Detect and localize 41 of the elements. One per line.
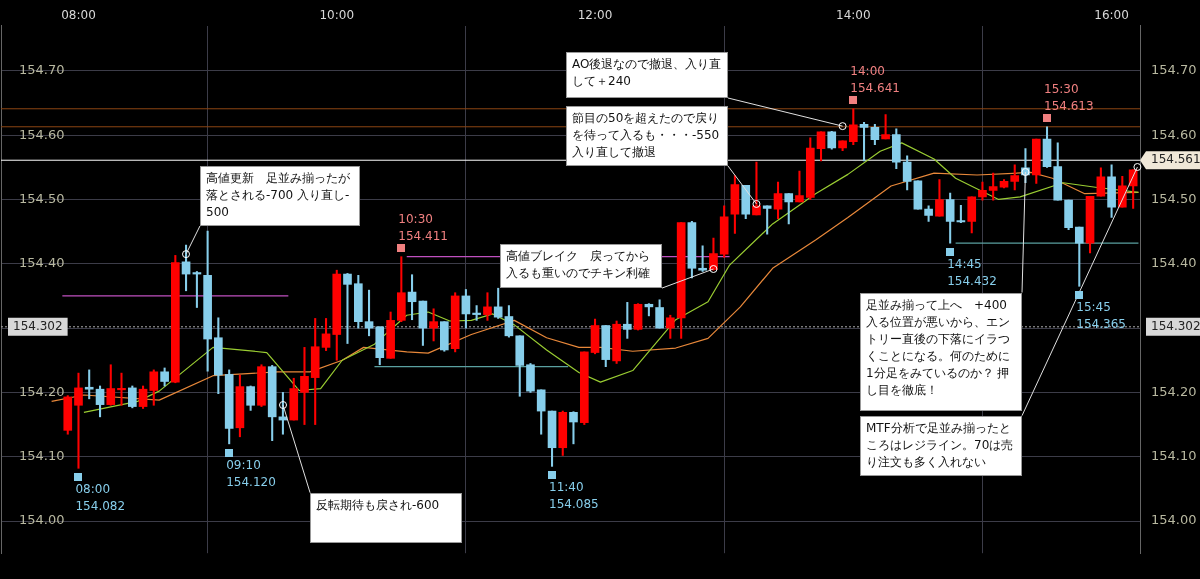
- annotation: 10:30 154.411: [398, 211, 448, 243]
- note-box: MTF分析で足並み揃ったところはレジライン。70は売り注文も多く入れない: [860, 416, 1022, 476]
- ref-line-label: 154.561: [1151, 152, 1200, 167]
- y2-tick-label: 154.70: [1151, 62, 1197, 78]
- candlestick: [698, 245, 707, 272]
- y2-tick-label: 154.60: [1151, 126, 1197, 142]
- y-tick-label: 154.40: [19, 255, 65, 271]
- annotation: 08:00 154.082: [75, 482, 126, 514]
- y2-tick-label: 154.40: [1151, 255, 1197, 271]
- annotation: 11:40 154.085: [549, 480, 599, 512]
- candlestick: [84, 369, 94, 400]
- annotation: 15:45 154.365: [1076, 300, 1126, 332]
- annotation: 14:45 154.432: [947, 257, 997, 289]
- x-tick-label: 08:00: [61, 7, 96, 22]
- annotation: 14:00 154.641: [850, 63, 900, 95]
- x-tick-label: 14:00: [836, 7, 871, 22]
- x-tick-label: 16:00: [1094, 7, 1129, 22]
- y-tick-label: 154.60: [19, 126, 65, 142]
- note-box: 節目の50を超えたので戻りを待って入るも・・・-550 入り直して撤退: [566, 106, 728, 166]
- note-box: 高値更新 足並み揃ったが落とされる-700 入り直し-500: [200, 166, 360, 226]
- annotation: 15:30 154.613: [1044, 81, 1094, 113]
- note-box: AO後退なので撤退、入り直して＋240: [566, 52, 728, 98]
- note-box: 高値ブレイク 戻ってから入るも重いのでチキン利確: [500, 244, 662, 288]
- text: 154.302: [1151, 318, 1200, 333]
- x-tick-label: 12:00: [577, 7, 613, 22]
- note-box: 足並み揃って上へ +400 入る位置が悪いから、エントリー直後の下落にイラつくことになる。何のために1分足をみているのか？ 押し目を徹底！: [860, 293, 1022, 411]
- y2-tick-label: 154.00: [1151, 512, 1197, 528]
- y2-tick-label: 154.10: [1151, 448, 1197, 464]
- y-tick-label: 154.10: [19, 448, 65, 464]
- note-box: 反転期待も戻され-600: [310, 493, 462, 543]
- candlestick: [988, 172, 998, 201]
- annotation: 09:10 154.120: [226, 457, 276, 489]
- x-tick-label: 10:00: [319, 7, 355, 22]
- y-tick-label: 154.00: [19, 512, 65, 528]
- ref-line-label: 154.302: [13, 318, 63, 333]
- y2-tick-label: 154.20: [1151, 383, 1197, 399]
- y2-tick-label: 154.50: [1151, 190, 1197, 206]
- y-tick-label: 154.20: [19, 383, 65, 399]
- y-tick-label: 154.50: [19, 190, 65, 206]
- y-tick-label: 154.70: [19, 62, 65, 78]
- candlestick: [913, 180, 923, 210]
